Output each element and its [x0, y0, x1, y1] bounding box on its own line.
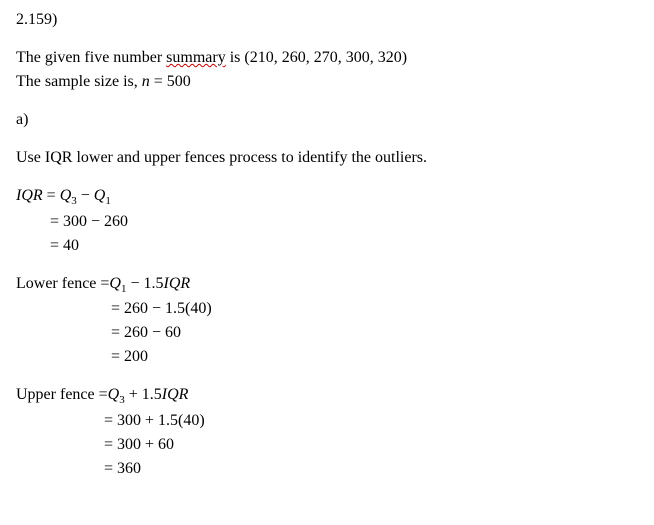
iqr-minus: −: [77, 187, 94, 204]
lf-q1-var: Q: [109, 275, 121, 292]
uf-q3-var: Q: [108, 386, 120, 403]
lower-fence-step3: = 200: [16, 345, 638, 369]
uf-rhs: + 1.5: [125, 386, 162, 403]
lower-fence-definition: Lower fence = Q1 − 1.5IQR: [16, 272, 638, 298]
iqr-step2: = 40: [16, 234, 638, 258]
n-variable: n: [142, 73, 150, 90]
q3-var: Q: [60, 187, 72, 204]
part-a-label: a): [16, 108, 638, 132]
lower-fence-step1: = 260 − 1.5(40): [16, 297, 638, 321]
upper-fence-definition: Upper fence = Q3 + 1.5IQR: [16, 383, 638, 409]
intro-suffix: is: [226, 49, 245, 66]
document-page: 2.159) The given five number summary is …: [0, 0, 654, 489]
problem-number: 2.159): [16, 8, 638, 32]
lower-fence-label: Lower fence =: [16, 272, 109, 296]
intro-line-1: The given five number summary is (210, 2…: [16, 46, 638, 70]
iqr-step1: = 300 − 260: [16, 210, 638, 234]
iqr-eq: =: [43, 187, 60, 204]
sample-size-prefix: The sample size is,: [16, 73, 142, 90]
iqr-var: IQR: [16, 187, 43, 204]
upper-fence-step2: = 300 + 60: [16, 433, 638, 457]
intro-wavy-word: summary: [166, 49, 226, 66]
intro-line-2: The sample size is, n = 500: [16, 70, 638, 94]
upper-fence-label: Upper fence =: [16, 383, 108, 407]
five-number-summary: (210, 260, 270, 300, 320): [244, 49, 407, 66]
upper-fence-step1: = 300 + 1.5(40): [16, 409, 638, 433]
lf-iqr-var: IQR: [164, 275, 191, 292]
q1-var: Q: [94, 187, 106, 204]
n-value: = 500: [150, 73, 191, 90]
lower-fence-step2: = 260 − 60: [16, 321, 638, 345]
intro-prefix: The given five number: [16, 49, 166, 66]
part-a-instruction: Use IQR lower and upper fences process t…: [16, 146, 638, 170]
upper-fence-step3: = 360: [16, 457, 638, 481]
uf-iqr-var: IQR: [162, 386, 189, 403]
iqr-definition: IQR = Q3 − Q1: [16, 184, 638, 210]
q1-sub: 1: [105, 195, 111, 207]
lf-rhs: − 1.5: [126, 275, 163, 292]
